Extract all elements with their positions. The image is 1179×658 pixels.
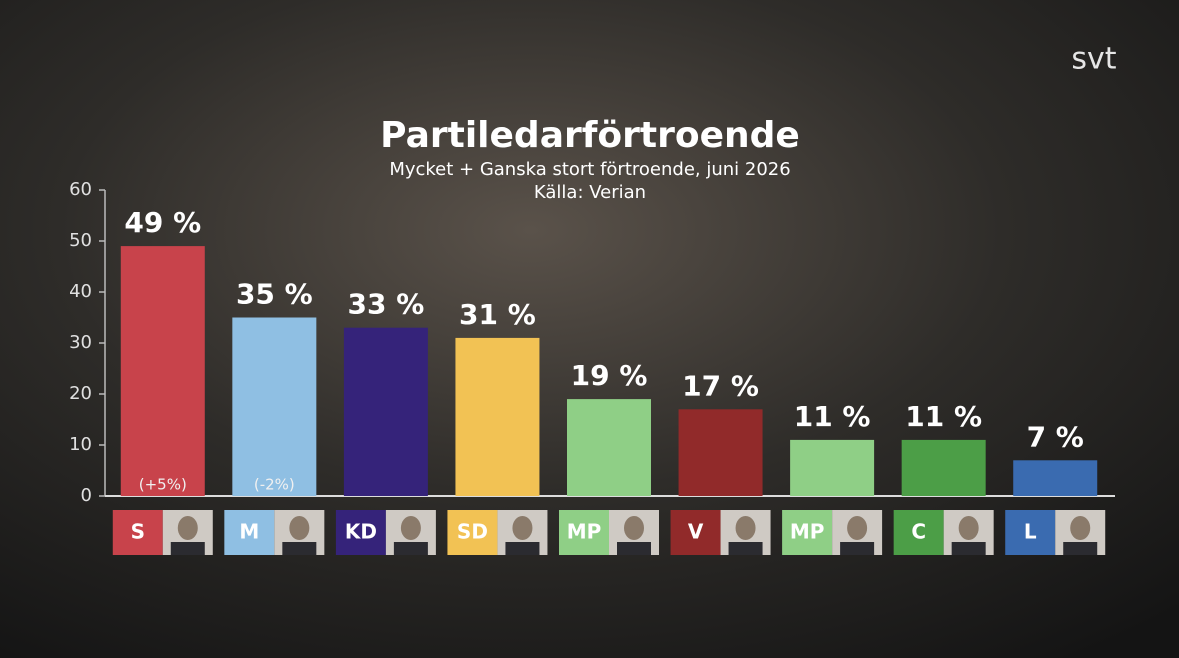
chart-subtitle: Mycket + Ganska stort förtroende, juni 2… xyxy=(389,159,790,180)
value-label: 35 % xyxy=(236,278,313,311)
bar xyxy=(232,317,317,496)
leader-photo-body xyxy=(1063,542,1098,555)
value-label: 49 % xyxy=(124,206,201,239)
brand-logo: svt xyxy=(1071,42,1116,77)
x-tick-label: MP xyxy=(567,520,602,544)
leader-photo-body xyxy=(170,542,205,555)
bar xyxy=(567,399,651,496)
leader-photo-body xyxy=(617,542,651,555)
party-box xyxy=(670,510,721,555)
y-tick-label: 40 xyxy=(69,281,92,302)
leader-photo-body xyxy=(840,542,875,555)
party-box xyxy=(782,510,833,555)
leader-photo-figure xyxy=(289,516,310,540)
y-tick-label: 20 xyxy=(69,383,92,404)
party-box xyxy=(335,510,386,555)
value-label: 31 % xyxy=(459,298,536,331)
value-label: 19 % xyxy=(571,359,648,392)
value-label: 17 % xyxy=(682,369,759,402)
x-tick-label: L xyxy=(1024,520,1037,544)
bar xyxy=(1013,460,1098,496)
y-tick-label: 50 xyxy=(69,230,92,251)
x-tick-label: KD xyxy=(345,520,377,544)
leader-photo-body xyxy=(505,542,540,555)
x-tick-label: M xyxy=(239,520,259,544)
leader-photo-figure xyxy=(512,516,533,540)
leader-photo-figure xyxy=(958,516,979,540)
leader-photo-body xyxy=(393,542,428,555)
party-box xyxy=(112,510,163,555)
x-tick-label: MP xyxy=(790,520,825,544)
leader-photo-body xyxy=(728,542,763,555)
y-tick-label: 30 xyxy=(69,332,92,353)
change-label: (-2%) xyxy=(254,476,295,494)
value-label: 33 % xyxy=(347,288,424,321)
chart-title: Partiledarförtroende xyxy=(380,115,800,156)
x-tick-label: S xyxy=(131,520,145,544)
party-box xyxy=(224,510,275,555)
y-tick-label: 10 xyxy=(69,434,92,455)
x-tick-label: C xyxy=(911,520,926,544)
change-label: (+5%) xyxy=(139,476,187,494)
leader-photo-figure xyxy=(624,516,644,540)
party-box xyxy=(1005,510,1056,555)
y-tick-label: 60 xyxy=(69,179,92,200)
leader-photo-figure xyxy=(1070,516,1091,540)
bar xyxy=(901,439,986,496)
leader-photo-figure xyxy=(847,516,868,540)
bar xyxy=(455,337,540,496)
value-label: 11 % xyxy=(794,400,871,433)
value-label: 7 % xyxy=(1027,420,1084,453)
leader-photo-body xyxy=(951,542,986,555)
x-tick-label: SD xyxy=(457,520,488,544)
y-tick-label: 0 xyxy=(81,485,92,506)
leader-photo-figure xyxy=(177,516,198,540)
chart-source: Källa: Verian xyxy=(534,182,646,203)
party-box xyxy=(559,510,609,555)
bar xyxy=(343,327,428,496)
bar xyxy=(790,439,875,496)
leader-photo-figure xyxy=(400,516,421,540)
party-box xyxy=(447,510,498,555)
value-label: 11 % xyxy=(905,400,982,433)
party-box xyxy=(893,510,944,555)
x-tick-label: V xyxy=(688,520,704,544)
bar xyxy=(120,246,205,496)
leader-photo-body xyxy=(282,542,317,555)
bar xyxy=(678,409,763,496)
leader-photo-figure xyxy=(735,516,756,540)
